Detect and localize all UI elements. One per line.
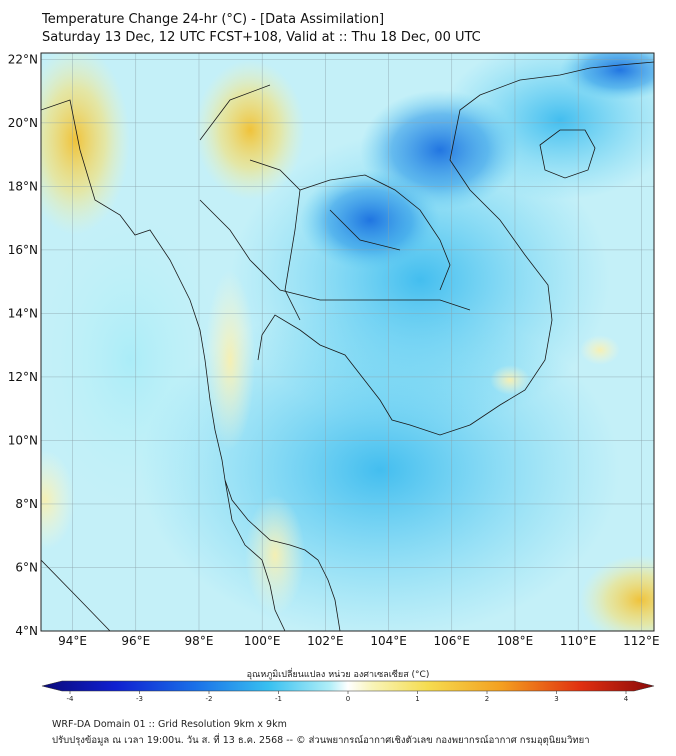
lon-label: 102°E [307, 634, 344, 648]
thai-malay-peninsula [224, 479, 341, 631]
colorbar-tick-label: -1 [275, 695, 282, 703]
lat-label: 16°N [8, 243, 38, 257]
colorbar-tick-label: 2 [485, 695, 489, 703]
footer-model-info: WRF-DA Domain 01 :: Grid Resolution 9km … [52, 719, 287, 730]
lao-thai-border [249, 159, 451, 321]
lon-label: 112°E [623, 634, 660, 648]
lat-label: 4°N [15, 624, 38, 638]
colorbar-label: อุณหภูมิเปลี่ยนแปลง หน่วย องศาเซลเซียส (… [246, 670, 430, 680]
colorbar-tick-label: 0 [346, 695, 350, 703]
vietnam-coast [449, 61, 654, 426]
lon-label: 108°E [497, 634, 534, 648]
colorbar-tick-label: -4 [67, 695, 75, 703]
lon-label: 98°E [185, 634, 214, 648]
lon-label: 96°E [121, 634, 150, 648]
lat-label: 18°N [8, 179, 38, 193]
coastlines [41, 61, 654, 631]
myanmar-coast [41, 99, 226, 481]
colorbar-ticks [69, 691, 627, 694]
sumatra-coast [41, 559, 111, 631]
lat-label: 22°N [8, 52, 38, 66]
hainan-island [539, 129, 596, 179]
lat-label: 12°N [8, 370, 38, 384]
map-frame [40, 52, 655, 632]
map-subtitle: Saturday 13 Dec, 12 UTC FCST+108, Valid … [42, 30, 481, 45]
lon-label: 94°E [58, 634, 87, 648]
colorbar-tick-label: -2 [206, 695, 213, 703]
lon-label: 100°E [244, 634, 281, 648]
lat-label: 14°N [8, 306, 38, 320]
colorbar-tick-label: -3 [136, 695, 143, 703]
footer-credit: ปรับปรุงข้อมูล ณ เวลา 19:00น. วัน ส. ที่… [52, 735, 590, 746]
colorbar: -4 -3 -2 -1 0 1 2 3 4 [41, 680, 655, 703]
colorbar-tick-label: 1 [415, 695, 419, 703]
interior-borders [199, 84, 471, 311]
lat-label: 10°N [8, 433, 38, 447]
colorbar-tick-label: 3 [554, 695, 558, 703]
gulf-of-thailand [257, 314, 471, 436]
temperature-field [41, 53, 654, 631]
lon-label: 110°E [560, 634, 597, 648]
lat-label: 20°N [8, 116, 38, 130]
lat-label: 6°N [15, 560, 38, 574]
colorbar-tick-label: 4 [624, 695, 629, 703]
colorbar-bar [41, 680, 655, 692]
lon-label: 106°E [434, 634, 471, 648]
lat-label: 8°N [15, 497, 38, 511]
map-title: Temperature Change 24-hr (°C) - [Data As… [42, 12, 385, 27]
lon-label: 104°E [370, 634, 407, 648]
